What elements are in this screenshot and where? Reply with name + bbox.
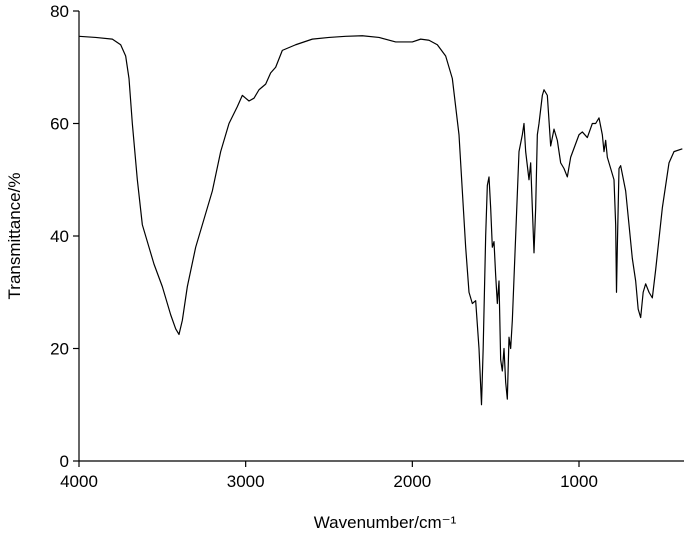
x-axis-label: Wavenumber/cm⁻¹ [314,513,457,532]
y-tick-label: 80 [50,2,69,21]
y-tick-label: 40 [50,227,69,246]
x-tick-label: 1000 [560,472,598,491]
y-axis-label: Transmittance/% [5,173,24,300]
y-tick-label: 20 [50,340,69,359]
y-tick-label: 60 [50,115,69,134]
x-tick-label: 3000 [227,472,265,491]
spectrum-line [78,35,683,406]
y-tick-label: 0 [60,452,69,471]
x-tick-label: 2000 [393,472,431,491]
x-tick-label: 4000 [60,472,98,491]
